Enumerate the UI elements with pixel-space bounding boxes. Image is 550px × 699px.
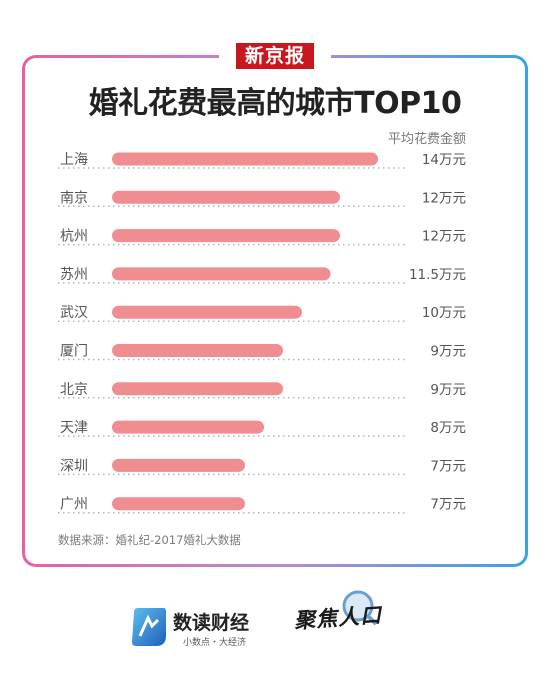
value-label: 8万元 bbox=[430, 420, 466, 436]
category-label: 天津 bbox=[60, 420, 88, 436]
category-label: 杭州 bbox=[60, 229, 88, 245]
newspaper-badge: 新京报 bbox=[219, 40, 331, 72]
brand1-slogan: 小数点・大经济 bbox=[183, 638, 247, 648]
magnifier-icon bbox=[342, 590, 378, 626]
bar bbox=[112, 190, 340, 204]
value-label: 11.5万元 bbox=[409, 267, 466, 283]
category-label: 苏州 bbox=[60, 267, 88, 283]
brand-jujiao: 聚焦人口 bbox=[290, 588, 383, 656]
value-label: 9万元 bbox=[430, 382, 466, 398]
bar bbox=[112, 382, 283, 396]
brand2-name: 聚焦人口 bbox=[293, 601, 383, 634]
category-label: 深圳 bbox=[60, 458, 88, 474]
shudu-logo-icon bbox=[132, 608, 166, 646]
bar bbox=[112, 267, 331, 281]
data-source: 数据来源：婚礼纪-2017婚礼大数据 bbox=[58, 533, 241, 547]
category-label: 南京 bbox=[60, 190, 88, 206]
value-label: 9万元 bbox=[430, 344, 466, 360]
value-label: 12万元 bbox=[422, 190, 466, 206]
bar bbox=[112, 229, 340, 243]
value-label: 12万元 bbox=[422, 229, 466, 245]
bar bbox=[112, 344, 283, 357]
value-label: 7万元 bbox=[430, 458, 466, 474]
unit-note: 平均花费金额 bbox=[387, 132, 466, 147]
chart-title: 婚礼花费最高的城市TOP10 bbox=[88, 86, 462, 121]
category-label: 武汉 bbox=[60, 305, 88, 321]
bar bbox=[112, 305, 302, 319]
value-label: 14万元 bbox=[422, 152, 466, 168]
bar bbox=[112, 458, 245, 472]
brand-shudu: 数读财经 小数点・大经济 bbox=[130, 606, 278, 652]
brand1-name: 数读财经 bbox=[173, 612, 250, 634]
bar bbox=[112, 420, 264, 434]
badge-label: 新京报 bbox=[235, 43, 314, 69]
category-label: 厦门 bbox=[60, 344, 88, 360]
value-label: 7万元 bbox=[430, 497, 466, 513]
bar bbox=[112, 152, 378, 166]
category-label: 上海 bbox=[60, 152, 88, 168]
value-label: 10万元 bbox=[422, 305, 466, 321]
bar bbox=[112, 497, 245, 511]
category-label: 广州 bbox=[60, 497, 88, 513]
category-label: 北京 bbox=[60, 382, 88, 398]
